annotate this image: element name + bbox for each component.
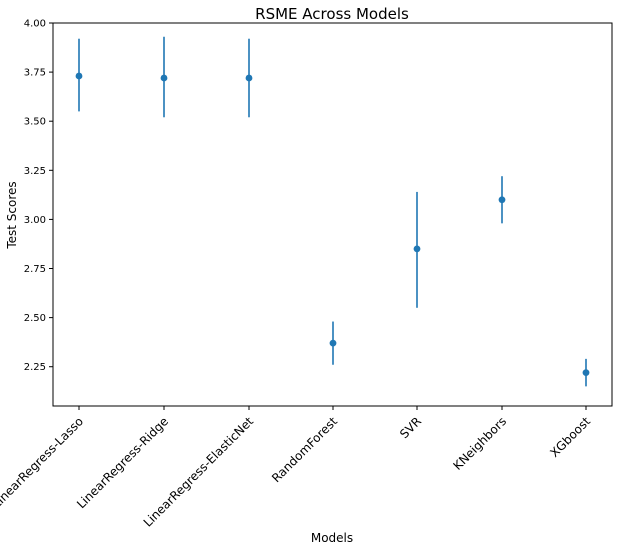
data-point (245, 74, 253, 82)
x-tick-label: XGboost (547, 414, 593, 460)
y-tick-label: 2.50 (24, 313, 46, 324)
data-point (498, 196, 506, 204)
x-tick-label: KNeighbors (450, 414, 509, 473)
y-axis-title: Test Scores (5, 181, 19, 249)
x-axis: LinearRegress-LassoLinearRegress-RidgeLi… (0, 406, 593, 530)
y-tick-label: 2.75 (24, 264, 46, 275)
data-point (75, 72, 83, 80)
y-axis: 2.25 2.50 2.75 3.00 3.25 3.50 3.75 4.00 (24, 19, 53, 373)
chart-title: RSME Across Models (255, 5, 409, 23)
data-point (329, 339, 337, 347)
y-tick-label: 3.00 (24, 215, 46, 226)
y-tick-label: 3.25 (24, 166, 46, 177)
x-axis-title: Models (311, 531, 353, 545)
x-tick-label: LinearRegress-Lasso (0, 414, 86, 511)
y-tick-label: 2.25 (24, 362, 46, 373)
data-point (160, 74, 168, 82)
x-tick-label: RandomForest (269, 414, 340, 485)
data-point (582, 369, 590, 377)
data-point (413, 245, 421, 253)
y-tick-label: 4.00 (24, 19, 46, 30)
x-tick-label: SVR (397, 414, 424, 441)
plot-area: 2.25 2.50 2.75 3.00 3.25 3.50 3.75 4.00 LinearR… (0, 19, 613, 530)
data-series (75, 36, 590, 387)
y-tick-label: 3.75 (24, 68, 46, 79)
x-tick-label: LinearRegress-Ridge (74, 414, 171, 511)
y-tick-label: 3.50 (24, 117, 46, 128)
